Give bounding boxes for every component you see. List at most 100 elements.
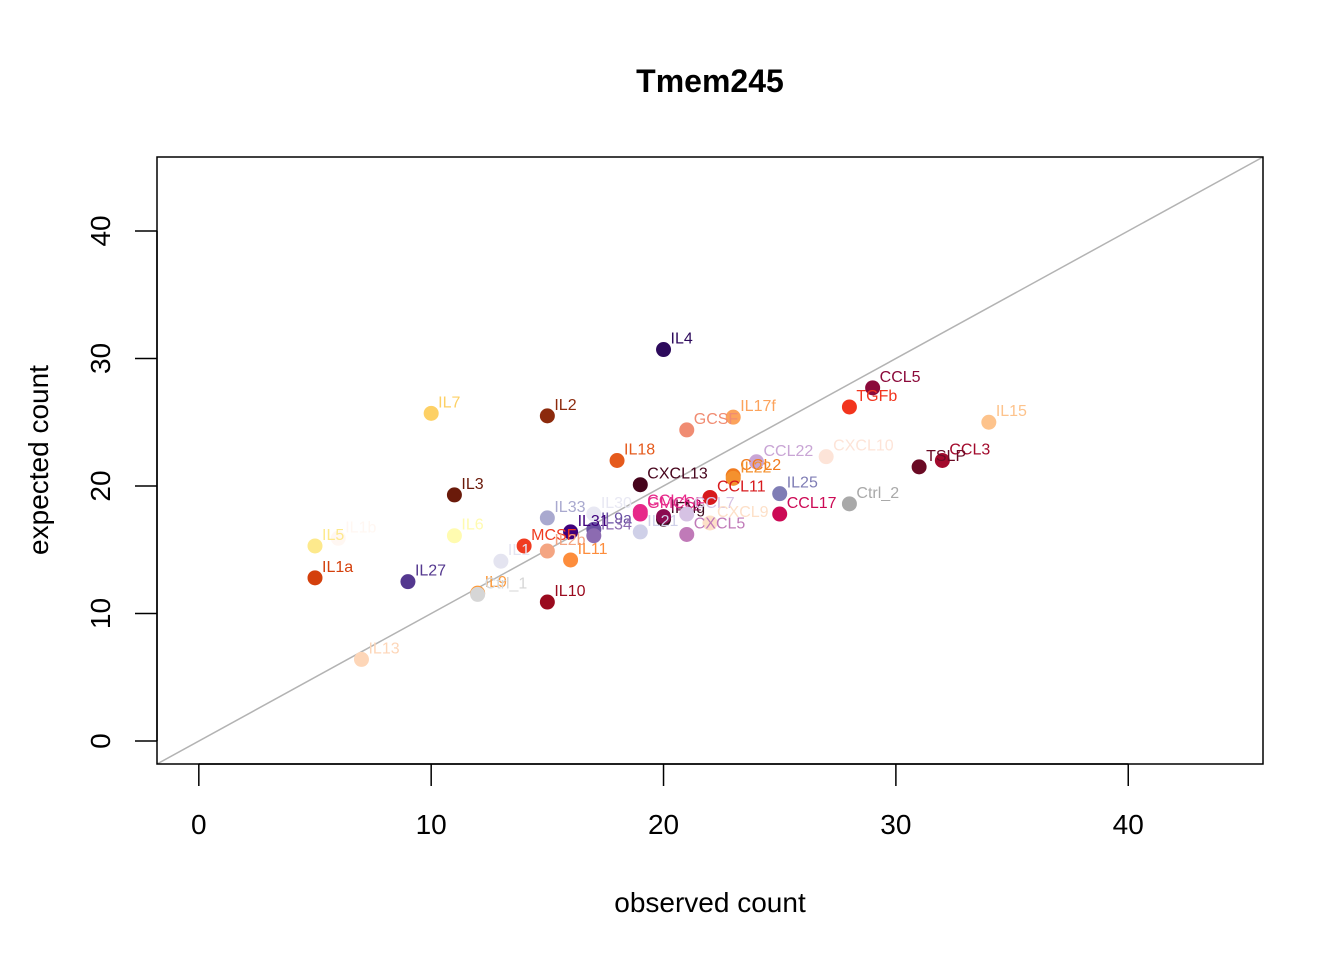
data-point (539, 408, 555, 424)
data-point (446, 487, 462, 503)
point-label: CCL2 (740, 457, 781, 474)
data-point (539, 543, 555, 559)
data-point (656, 509, 672, 525)
data-point (632, 524, 648, 540)
data-point (586, 506, 602, 522)
data-point (563, 524, 579, 540)
data-point (772, 506, 788, 522)
x-axis-label: observed count (614, 887, 806, 918)
point-label: IL15 (996, 403, 1027, 420)
point-label: IL10 (554, 583, 585, 600)
data-point (516, 538, 532, 554)
point-label: IL1b (345, 519, 376, 536)
point-label: CCL4 (647, 493, 688, 510)
data-point (493, 553, 509, 569)
point-label: IL2b (554, 532, 585, 549)
point-label: IL21 (647, 513, 678, 530)
x-tick-label: 20 (648, 809, 679, 840)
point-label: IL1a (322, 559, 353, 576)
point-label: Ctrl_1 (485, 575, 528, 592)
point-label: IL9a (601, 510, 632, 527)
point-label: IL1 (508, 542, 530, 559)
point-label: CCL3 (949, 442, 990, 459)
data-point (725, 409, 741, 425)
data-point (563, 552, 579, 568)
point-label: CCL17 (787, 495, 837, 512)
point-label: GCSF (694, 411, 739, 428)
point-label: IL33 (554, 499, 585, 516)
data-point (841, 399, 857, 415)
point-label: IL34 (601, 517, 632, 534)
x-axis: 0 10 20 30 40 (191, 763, 1144, 840)
point-label: IL6 (461, 517, 483, 534)
data-point (400, 574, 416, 590)
data-point (841, 496, 857, 512)
point-label: MCSF (531, 527, 577, 544)
point-label: IL30 (601, 495, 632, 512)
point-label: CXCL13 (647, 466, 708, 483)
point-label: IL9 (485, 574, 507, 591)
data-point (679, 526, 695, 542)
data-point (772, 486, 788, 502)
point-label: IL11 (578, 541, 608, 558)
point-label: IL22 (740, 459, 771, 476)
point-label: CXCL9 (717, 504, 769, 521)
x-tick-label: 30 (880, 809, 911, 840)
y-tick-label: 40 (85, 215, 116, 246)
point-label: CXCL10 (833, 438, 894, 455)
data-point (679, 506, 695, 522)
point-label: CCL11 (717, 478, 766, 495)
x-tick-label: 10 (416, 809, 447, 840)
data-point (307, 538, 323, 554)
point-label: IL31 (578, 513, 609, 530)
data-point (981, 414, 997, 430)
data-point (865, 380, 881, 396)
x-tick-label: 0 (191, 809, 207, 840)
point-label: IL25 (787, 475, 818, 492)
data-point (656, 342, 672, 358)
data-point (446, 528, 462, 544)
identity-line (156, 156, 1264, 765)
point-label: IL13 (368, 640, 399, 657)
data-point (586, 528, 602, 544)
point-label: IL17f (740, 398, 776, 415)
data-point (470, 586, 486, 602)
data-point (632, 506, 648, 522)
data-point (330, 530, 346, 546)
data-point (748, 454, 764, 470)
point-label: IL3 (461, 476, 483, 493)
y-tick-label: 10 (85, 598, 116, 629)
chart-title: Tmem245 (636, 63, 784, 99)
point-label: IL27 (415, 563, 446, 580)
data-point (539, 594, 555, 610)
point-label: TSLP (926, 448, 966, 465)
y-tick-label: 30 (85, 343, 116, 374)
point-label: IL4 (671, 331, 693, 348)
data-point (632, 477, 648, 493)
point-label: CXCL5 (694, 515, 746, 532)
data-point (423, 405, 439, 421)
data-point (818, 449, 834, 465)
point-label: IL2 (554, 397, 576, 414)
point-label: IL12 (671, 498, 702, 515)
point-label: Ctrl_2 (856, 485, 899, 502)
data-point (702, 515, 718, 531)
point-label: IL18 (624, 442, 655, 459)
data-point (725, 470, 741, 486)
y-tick-label: 20 (85, 470, 116, 501)
data-point (702, 489, 718, 505)
point-label: CCL5 (880, 369, 921, 386)
data-point (353, 651, 369, 667)
y-axis-label: expected count (23, 365, 54, 555)
point-label: TGFb (856, 388, 897, 405)
point-label: CCL7 (694, 495, 735, 512)
y-tick-label: 0 (85, 733, 116, 749)
point-label: IL7 (438, 394, 460, 411)
point-label: CCL22 (763, 443, 813, 460)
data-point (539, 510, 555, 526)
y-axis: 0 10 20 30 40 (85, 215, 158, 749)
data-point (911, 459, 927, 475)
